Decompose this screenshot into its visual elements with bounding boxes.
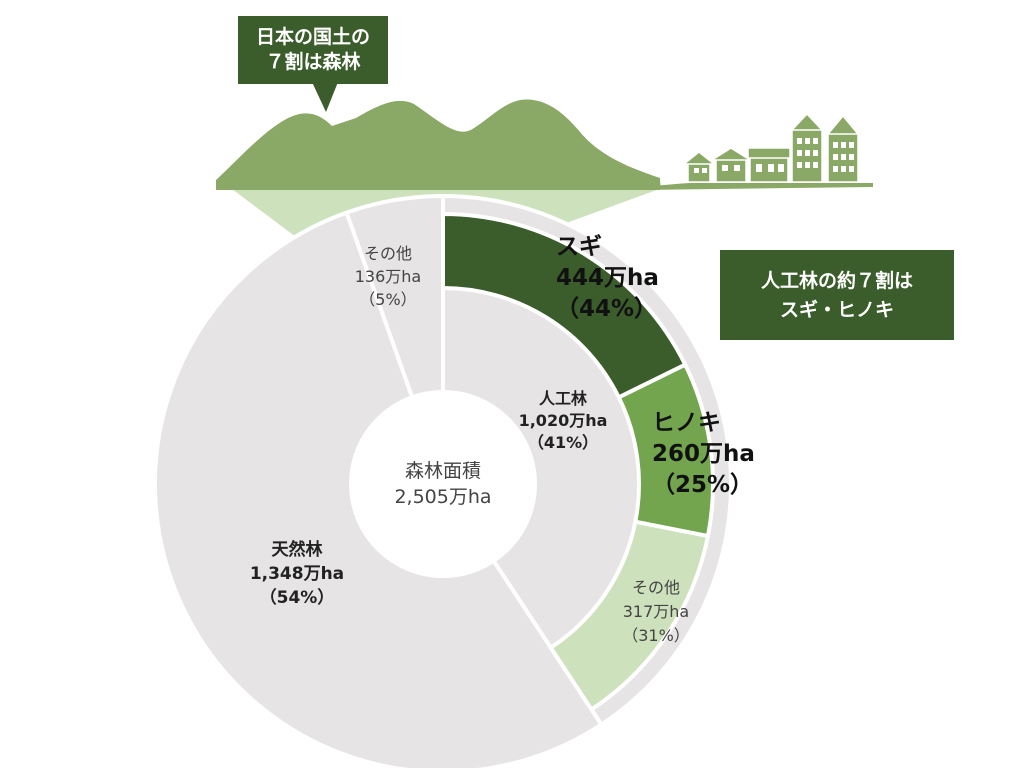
callout-right-line-1: 人工林の約７割は — [760, 270, 913, 292]
natural-pct: （54%） — [259, 588, 335, 608]
hinoki-name: ヒノキ — [652, 410, 721, 436]
planted-pct: （41%） — [527, 433, 599, 452]
ground-line — [640, 183, 873, 190]
slice-label-other-inner: その他 136万ha （5%） — [338, 242, 438, 311]
slice-label-sugi: スギ 444万ha （44%） — [556, 232, 676, 325]
hinoki-value: 260万ha — [652, 441, 755, 467]
other-outer-pct: （31%） — [622, 626, 690, 645]
slice-label-other-outer: その他 317万ha （31%） — [606, 576, 706, 648]
sugi-value: 444万ha — [556, 265, 659, 291]
callout-right-line-2: スギ・ヒノキ — [779, 299, 894, 321]
plantation-species-callout: 人工林の約７割は スギ・ヒノキ — [720, 250, 954, 340]
slice-label-hinoki: ヒノキ 260万ha （25%） — [652, 408, 772, 501]
callout-pointer — [312, 82, 338, 112]
center-label: 森林面積 2,505万ha — [363, 458, 523, 510]
forest-share-callout: 日本の国土の ７割は森林 — [238, 16, 388, 84]
hinoki-pct: （25%） — [652, 472, 754, 498]
other-inner-pct: （5%） — [359, 290, 417, 309]
other-outer-value: 317万ha — [622, 602, 690, 621]
other-outer-name: その他 — [631, 578, 680, 597]
mountain-range — [216, 99, 660, 190]
natural-name: 天然林 — [271, 540, 323, 560]
other-inner-name: その他 — [363, 244, 412, 263]
slice-label-planted: 人工林 1,020万ha （41%） — [498, 388, 628, 454]
callout-top-line-2: ７割は森林 — [265, 51, 361, 73]
center-title: 森林面積 — [404, 460, 481, 482]
pie-slice-other-planted — [547, 519, 711, 713]
town-windows — [694, 138, 854, 173]
planted-value: 1,020万ha — [518, 411, 608, 430]
planted-name: 人工林 — [538, 389, 587, 408]
slice-label-natural: 天然林 1,348万ha （54%） — [222, 538, 372, 610]
center-hole — [349, 390, 537, 578]
sugi-pct: （44%） — [556, 296, 658, 322]
center-value: 2,505万ha — [394, 486, 492, 508]
sugi-name: スギ — [556, 234, 602, 260]
other-inner-value: 136万ha — [354, 267, 422, 286]
natural-value: 1,348万ha — [249, 564, 345, 584]
callout-top-line-1: 日本の国土の — [255, 26, 370, 48]
